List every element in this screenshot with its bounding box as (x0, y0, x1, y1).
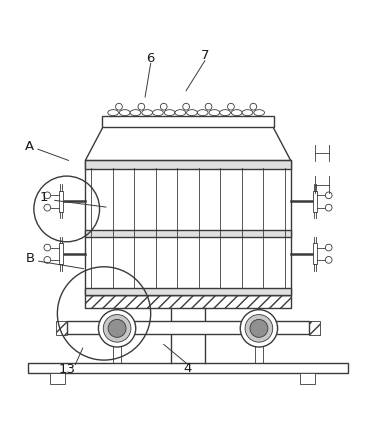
Bar (313, 191, 317, 212)
Circle shape (103, 314, 131, 342)
Circle shape (250, 319, 268, 337)
Ellipse shape (254, 110, 264, 115)
Ellipse shape (120, 110, 130, 115)
Circle shape (240, 310, 277, 347)
Circle shape (325, 257, 332, 263)
Ellipse shape (231, 110, 242, 115)
Circle shape (99, 310, 136, 347)
Ellipse shape (209, 110, 220, 115)
Bar (85, 160, 291, 295)
Circle shape (250, 103, 257, 110)
Bar (313, 243, 317, 264)
Circle shape (44, 257, 51, 263)
Circle shape (183, 103, 190, 110)
Bar (85, 295, 291, 308)
Bar (85, 160, 291, 169)
Bar (27, 363, 349, 373)
Circle shape (325, 192, 332, 198)
Circle shape (325, 244, 332, 251)
Bar (85, 288, 291, 295)
Circle shape (205, 103, 212, 110)
Bar (102, 115, 274, 127)
Bar (59, 191, 63, 212)
Ellipse shape (175, 110, 186, 115)
Bar (56, 321, 67, 335)
Bar (85, 230, 291, 237)
Ellipse shape (130, 110, 141, 115)
Circle shape (227, 103, 234, 110)
Circle shape (245, 314, 273, 342)
Circle shape (108, 319, 126, 337)
Bar (50, 373, 65, 384)
Text: 13: 13 (58, 363, 75, 376)
Ellipse shape (108, 110, 118, 115)
Circle shape (44, 192, 51, 198)
Ellipse shape (186, 110, 197, 115)
Text: A: A (25, 140, 34, 153)
Text: 6: 6 (147, 52, 155, 65)
Ellipse shape (197, 110, 208, 115)
Text: 4: 4 (184, 362, 192, 375)
Text: 7: 7 (200, 49, 209, 63)
Ellipse shape (153, 110, 163, 115)
Circle shape (325, 204, 332, 211)
Ellipse shape (142, 110, 153, 115)
Circle shape (44, 244, 51, 251)
Ellipse shape (220, 110, 230, 115)
Circle shape (44, 204, 51, 211)
Bar (59, 243, 63, 264)
Bar (67, 321, 309, 334)
Text: B: B (26, 252, 35, 265)
Polygon shape (85, 125, 291, 160)
Text: 1: 1 (40, 191, 49, 204)
Circle shape (161, 103, 167, 110)
Circle shape (138, 103, 145, 110)
Ellipse shape (164, 110, 175, 115)
Ellipse shape (242, 110, 253, 115)
Bar (300, 373, 315, 384)
Bar (309, 321, 320, 335)
Circle shape (115, 103, 122, 110)
